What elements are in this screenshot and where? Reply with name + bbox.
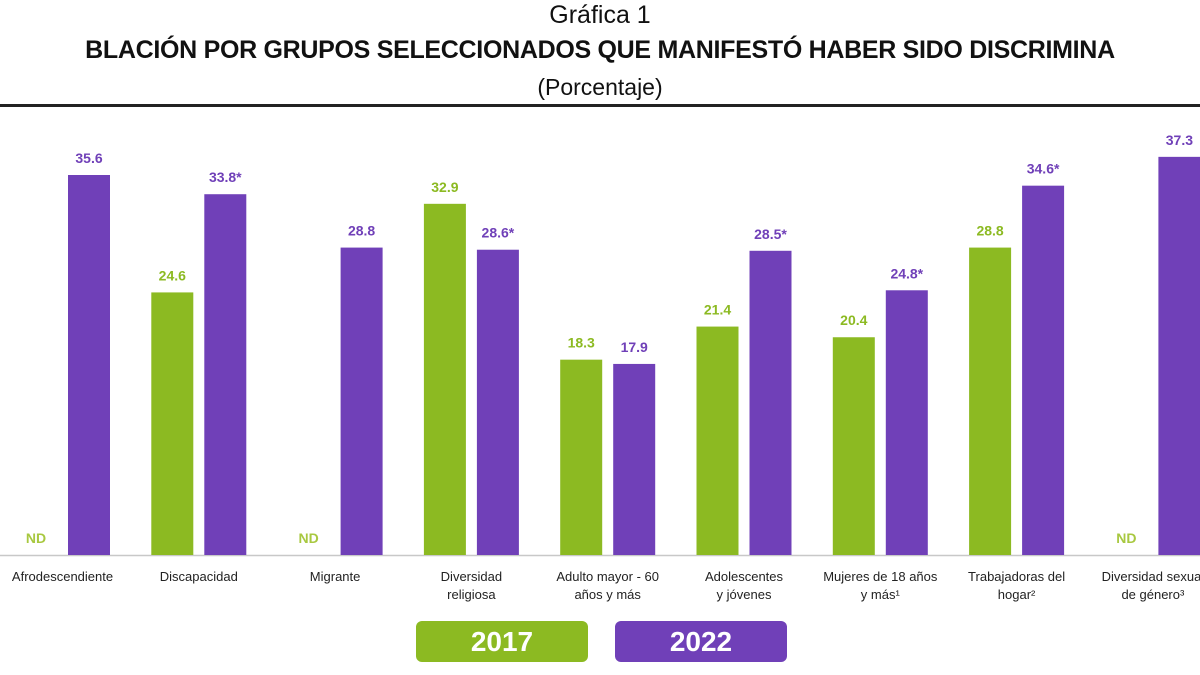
category-label: Adolescentes y jóvenes: [704, 569, 784, 602]
category-label: Diversidad religiosa: [440, 569, 503, 602]
bar-2017-4: [560, 359, 603, 555]
bar-2022-3: [476, 249, 519, 555]
data-label-2022-8: 37.3: [1166, 132, 1193, 148]
data-label-2022-0: 35.6: [75, 150, 102, 166]
data-label-2017-3: 32.9: [431, 179, 458, 195]
category-label: Trabajadoras del hogar²: [968, 569, 1066, 602]
bar-2022-7: [1022, 185, 1065, 555]
bar-2022-5: [749, 250, 792, 556]
bar-2017-3: [423, 203, 466, 555]
data-label-2017-2: ND: [298, 530, 318, 546]
bar-2017-7: [969, 247, 1012, 555]
bar-2022-8: [1158, 156, 1200, 555]
data-label-2022-6: 24.8*: [890, 265, 923, 281]
chart-subtitle: BLACIÓN POR GRUPOS SELECCIONADOS QUE MAN…: [85, 36, 1115, 64]
data-label-2017-8: ND: [1116, 530, 1136, 546]
data-label-2022-5: 28.5*: [754, 226, 787, 242]
data-label-2017-1: 24.6: [159, 267, 186, 283]
bar-2017-6: [832, 337, 875, 555]
bar-2022-0: [68, 175, 110, 555]
data-label-2017-6: 20.4: [840, 312, 867, 328]
bar-2017-1: [151, 292, 194, 555]
chart-unit: (Porcentaje): [537, 74, 663, 100]
bar-2022-4: [613, 363, 656, 555]
data-label-2022-3: 28.6*: [482, 225, 515, 241]
data-label-2022-2: 28.8: [348, 223, 375, 239]
bar-2022-1: [204, 194, 247, 555]
legend-2022: 2022: [615, 621, 787, 662]
data-label-2017-0: ND: [26, 530, 46, 546]
data-label-2017-4: 18.3: [568, 335, 595, 351]
category-label: Mujeres de 18 años y más¹: [823, 569, 938, 602]
category-label: Discapacidad: [159, 569, 238, 584]
category-label: Afrodescendiente: [11, 569, 114, 584]
bar-2022-2: [340, 247, 383, 555]
bar-2017-5: [696, 326, 739, 555]
category-label: Migrante: [309, 569, 361, 584]
data-label-2017-7: 28.8: [976, 223, 1003, 239]
bar-2022-6: [885, 290, 928, 555]
chart-title: Gráfica 1: [549, 1, 651, 29]
legend-2017: 2017: [416, 621, 588, 662]
title-rule: [0, 104, 1200, 107]
data-label-2017-5: 21.4: [704, 302, 731, 318]
data-label-2022-1: 33.8*: [209, 169, 242, 185]
data-label-2022-4: 17.9: [621, 339, 648, 355]
data-label-2022-7: 34.6*: [1027, 161, 1060, 177]
category-label: Adulto mayor - 60 años y más: [556, 569, 659, 602]
category-label: Diversidad sexual de género³: [1101, 569, 1200, 602]
